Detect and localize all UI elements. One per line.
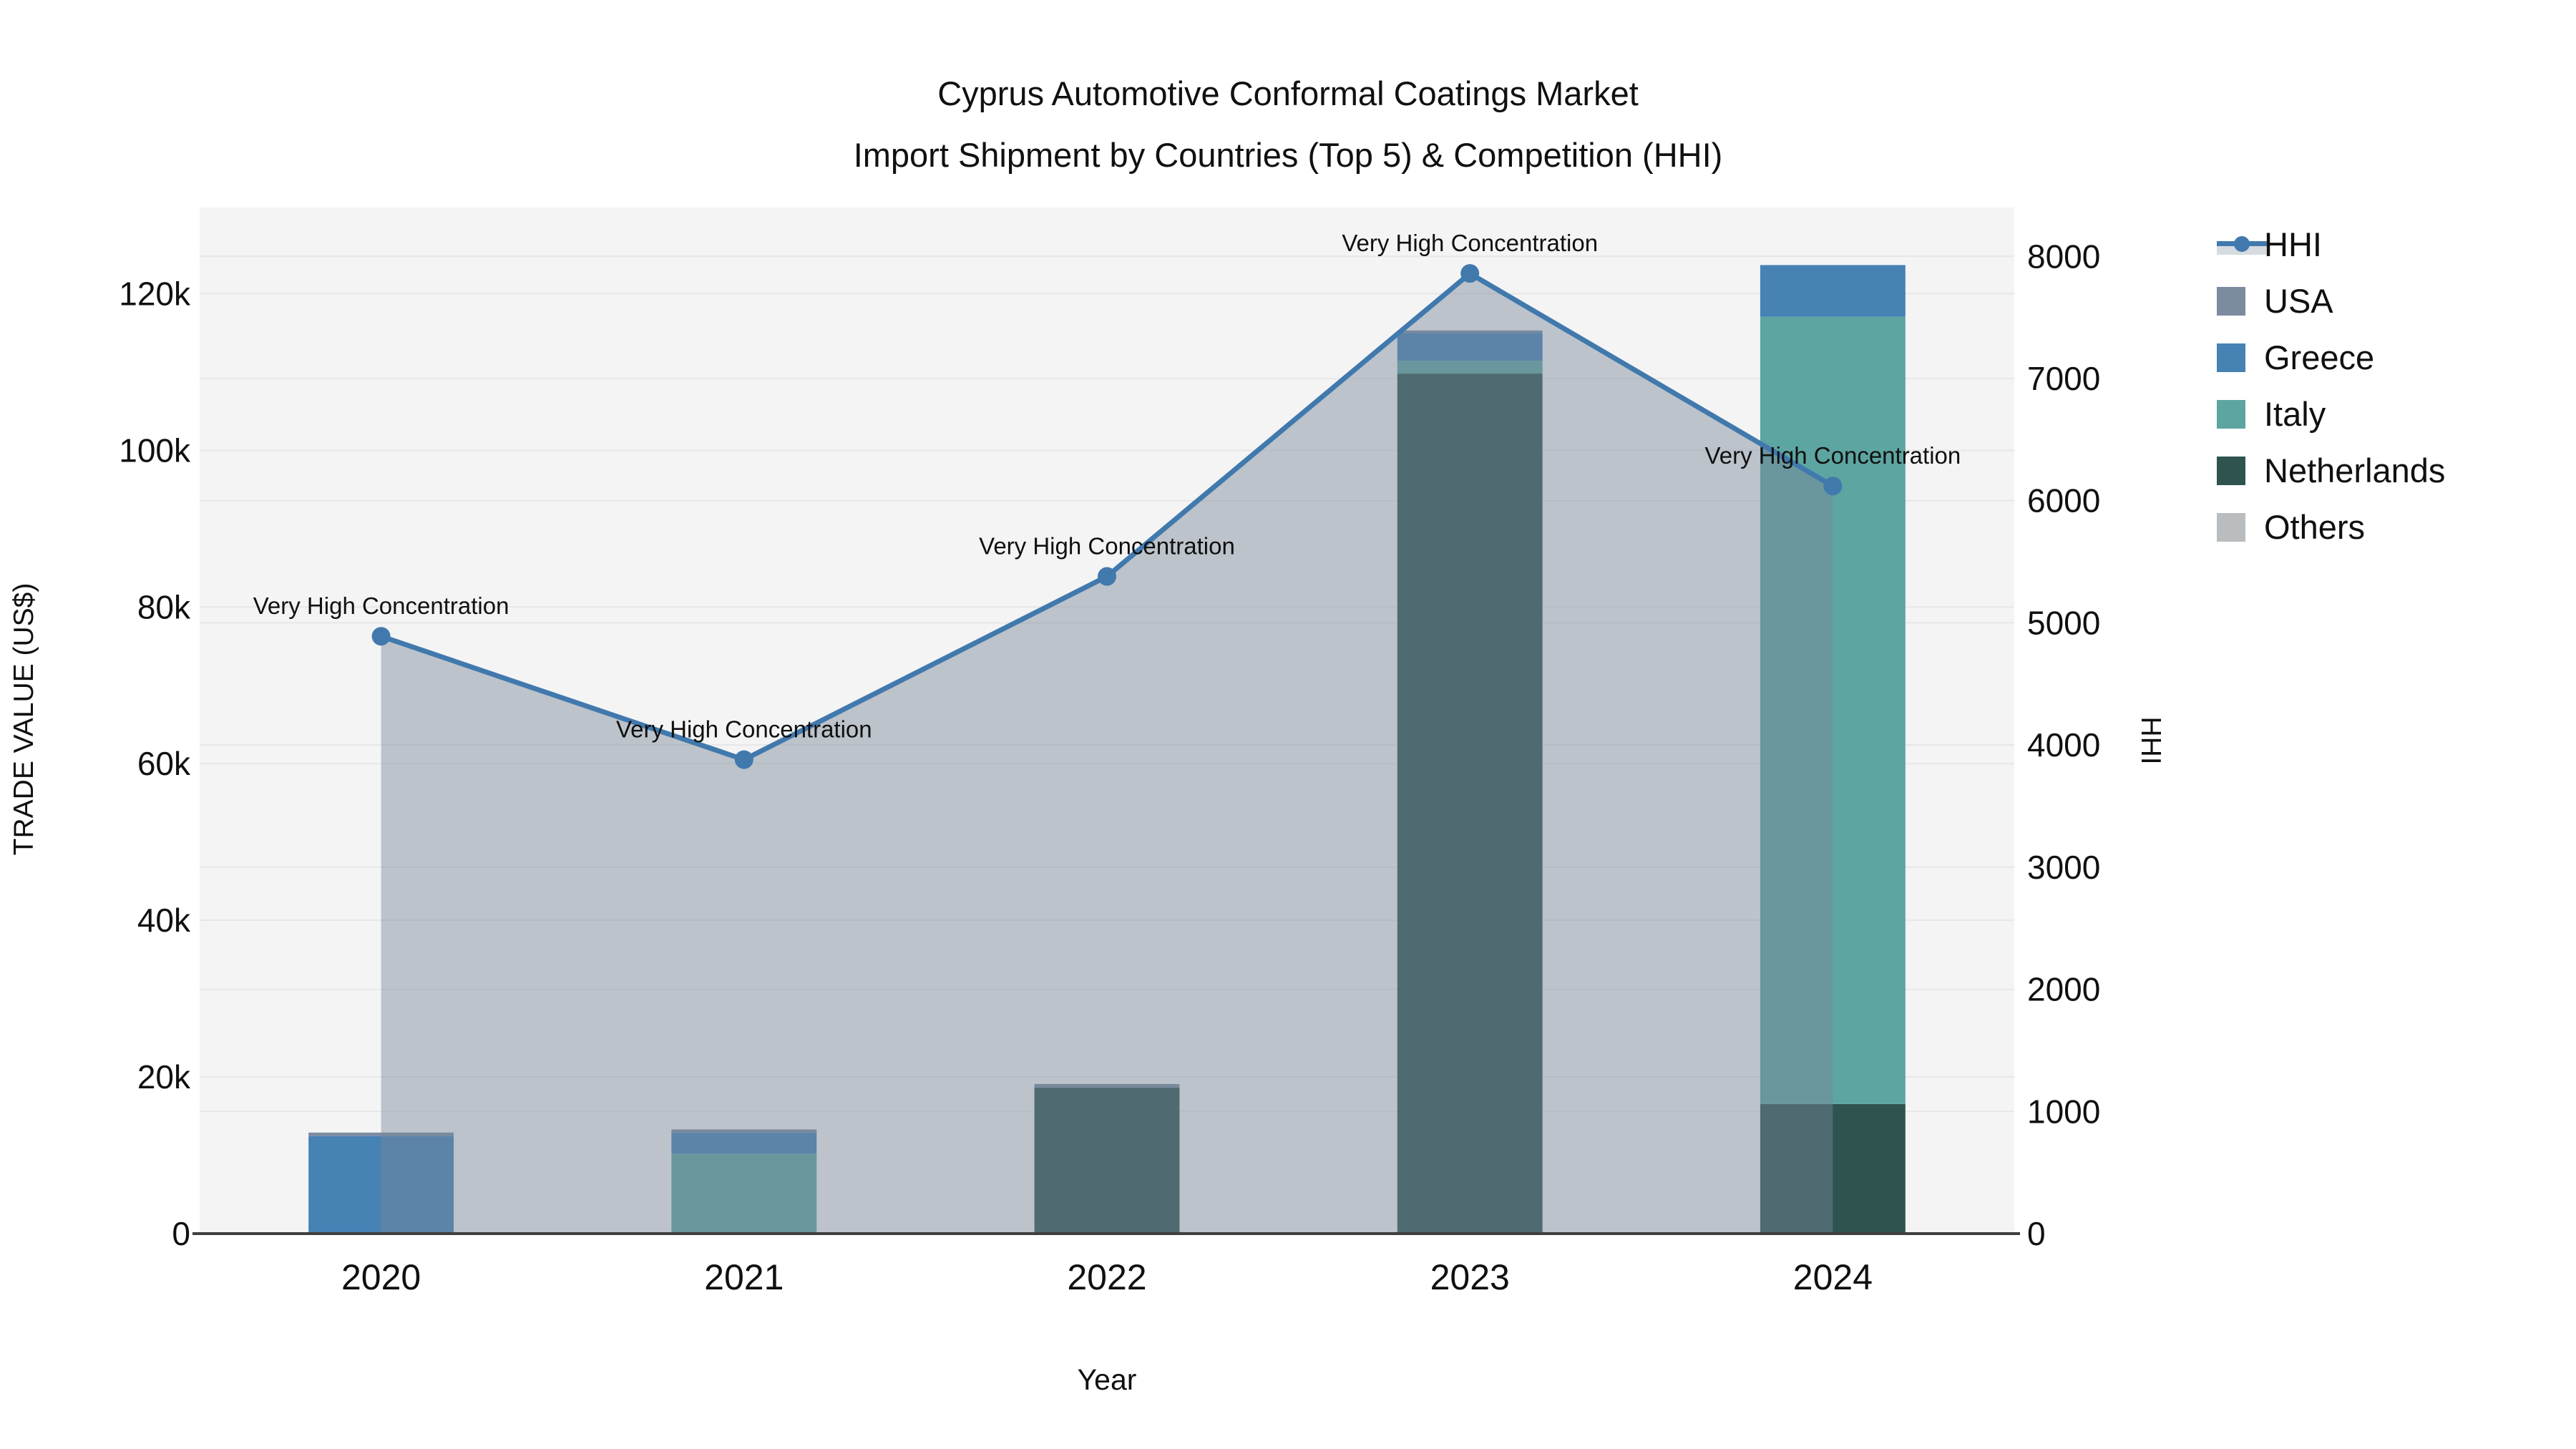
hhi-line-sample-icon — [2217, 230, 2267, 259]
annotation-2021: Very High Concentration — [616, 716, 872, 743]
y-left-tick-60k: 60k — [137, 745, 191, 782]
hhi-marker-2022[interactable] — [1098, 567, 1116, 586]
y-axis-title-right: HHI — [2135, 716, 2166, 765]
y-right-tick-5000: 5000 — [2027, 604, 2100, 641]
bar-segment-netherlands-2024[interactable] — [1760, 1103, 1906, 1234]
y-right-tick-8000: 8000 — [2027, 238, 2100, 275]
y-axis-title-left: TRADE VALUE (US$) — [9, 582, 39, 856]
y-right-tick-7000: 7000 — [2027, 360, 2100, 397]
bar-segment-usa-2022[interactable] — [1034, 1083, 1180, 1088]
y-left-tick-100k: 100k — [119, 431, 191, 469]
x-tick-2023: 2023 — [1430, 1257, 1510, 1297]
y-left-tick-120k: 120k — [119, 275, 191, 312]
y-right-tick-2000: 2000 — [2027, 971, 2100, 1008]
legend-label-netherlands: Netherlands — [2264, 452, 2446, 489]
y-right-tick-1000: 1000 — [2027, 1093, 2100, 1130]
chart-title: Cyprus Automotive Conformal Coatings Mar… — [937, 74, 1639, 112]
annotation-2023: Very High Concentration — [1342, 230, 1598, 256]
legend-label-others: Others — [2264, 508, 2366, 546]
x-tick-2024: 2024 — [1793, 1257, 1873, 1297]
bar-segment-usa-2021[interactable] — [671, 1129, 817, 1133]
x-tick-2021: 2021 — [704, 1257, 784, 1297]
legend-swatch-greece — [2217, 343, 2245, 372]
legend-item-netherlands[interactable]: Netherlands — [2217, 452, 2446, 489]
bar-segment-usa-2020[interactable] — [308, 1132, 454, 1136]
legend-item-others[interactable]: Others — [2217, 508, 2445, 546]
x-axis-title: Year — [1077, 1363, 1137, 1396]
legend-item-italy[interactable]: Italy — [2217, 395, 2445, 433]
x-tick-2020: 2020 — [341, 1257, 421, 1297]
hhi-marker-2021[interactable] — [734, 750, 753, 769]
bar-segment-greece-2023[interactable] — [1397, 333, 1543, 361]
y-right-tick-0: 0 — [2027, 1215, 2046, 1252]
legend-label-hhi: HHI — [2264, 225, 2322, 263]
x-tick-2022: 2022 — [1067, 1257, 1146, 1297]
y-left-tick-20k: 20k — [137, 1058, 191, 1096]
legend-item-usa[interactable]: USA — [2217, 282, 2445, 320]
bar-segment-greece-2020[interactable] — [308, 1136, 454, 1234]
hhi-marker-2020[interactable] — [371, 627, 391, 646]
legend-swatch-italy — [2217, 400, 2245, 429]
bar-segment-italy-2021[interactable] — [671, 1153, 817, 1234]
legend-item-greece[interactable]: Greece — [2217, 338, 2445, 376]
y-right-tick-4000: 4000 — [2027, 726, 2100, 763]
legend-label-usa: USA — [2264, 282, 2333, 320]
bar-segment-greece-2021[interactable] — [671, 1132, 817, 1154]
hhi-marker-2023[interactable] — [1460, 264, 1480, 283]
legend-label-italy: Italy — [2264, 395, 2326, 433]
bar-segment-usa-2023[interactable] — [1397, 330, 1543, 333]
bar-segment-netherlands-2023[interactable] — [1397, 374, 1543, 1234]
y-left-tick-80k: 80k — [137, 588, 191, 625]
bar-segment-italy-2024[interactable] — [1760, 316, 1906, 1104]
chart-subtitle: Import Shipment by Countries (Top 5) & C… — [853, 136, 1723, 174]
legend: HHI USA Greece Italy Netherlands Others — [2217, 225, 2446, 570]
bar-segment-italy-2023[interactable] — [1397, 361, 1543, 374]
legend-label-greece: Greece — [2264, 338, 2375, 376]
legend-swatch-usa — [2217, 287, 2245, 316]
hhi-area-fill — [381, 273, 1833, 1234]
annotation-2022: Very High Concentration — [979, 533, 1235, 560]
annotation-2020: Very High Concentration — [253, 592, 509, 619]
legend-item-hhi[interactable]: HHI — [2217, 225, 2445, 263]
y-right-tick-3000: 3000 — [2027, 849, 2100, 886]
legend-swatch-others — [2217, 513, 2245, 542]
bar-segment-greece-2024[interactable] — [1760, 265, 1906, 317]
y-left-tick-40k: 40k — [137, 902, 191, 939]
y-right-tick-6000: 6000 — [2027, 482, 2100, 519]
bar-segment-netherlands-2022[interactable] — [1034, 1087, 1180, 1234]
hhi-marker-2024[interactable] — [1823, 477, 1843, 496]
legend-swatch-netherlands — [2217, 457, 2245, 485]
y-left-tick-0: 0 — [172, 1215, 190, 1252]
annotation-2024: Very High Concentration — [1705, 442, 1961, 469]
